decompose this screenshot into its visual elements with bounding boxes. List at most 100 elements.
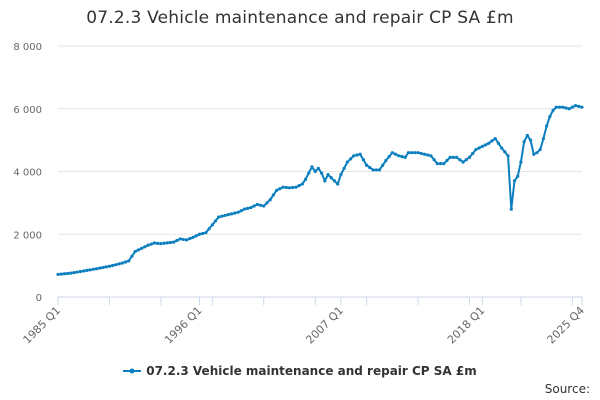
data-point[interactable] [455, 155, 459, 159]
data-point[interactable] [573, 104, 578, 108]
data-point[interactable] [181, 237, 185, 242]
data-point[interactable] [348, 157, 353, 161]
data-point[interactable] [393, 152, 398, 156]
data-point[interactable] [297, 184, 301, 188]
data-point[interactable] [487, 141, 491, 145]
data-point[interactable] [291, 185, 295, 190]
data-point[interactable] [358, 152, 362, 156]
data-point[interactable] [438, 162, 443, 166]
data-point[interactable] [204, 231, 208, 235]
legend-item[interactable]: 07.2.3 Vehicle maintenance and repair CP… [123, 364, 477, 378]
data-point[interactable] [355, 153, 359, 157]
data-point[interactable] [577, 104, 581, 108]
data-point[interactable] [320, 171, 324, 175]
data-point[interactable] [66, 271, 70, 276]
data-point[interactable] [422, 152, 427, 156]
data-point[interactable] [525, 133, 529, 138]
data-point[interactable] [78, 269, 83, 274]
data-point[interactable] [387, 155, 391, 159]
data-point[interactable] [483, 143, 488, 147]
data-point[interactable] [551, 108, 555, 112]
data-point[interactable] [397, 154, 401, 158]
data-point[interactable] [172, 240, 176, 244]
data-point[interactable] [416, 151, 420, 155]
data-point[interactable] [239, 209, 243, 213]
data-point[interactable] [156, 241, 160, 245]
data-point[interactable] [329, 176, 333, 180]
data-point[interactable] [82, 269, 86, 273]
data-point[interactable] [213, 219, 218, 223]
data-point[interactable] [104, 265, 108, 269]
data-point[interactable] [509, 207, 513, 211]
data-point[interactable] [69, 271, 73, 275]
data-point[interactable] [265, 201, 269, 205]
data-point[interactable] [538, 147, 542, 152]
data-point[interactable] [374, 168, 378, 172]
data-point[interactable] [120, 261, 124, 265]
data-point[interactable] [361, 158, 365, 162]
data-point[interactable] [62, 272, 67, 276]
data-point[interactable] [522, 140, 526, 144]
data-point[interactable] [88, 268, 92, 272]
data-point[interactable] [580, 105, 584, 109]
data-point[interactable] [451, 155, 456, 159]
data-point[interactable] [114, 263, 118, 267]
data-point[interactable] [226, 213, 230, 217]
data-point[interactable] [242, 207, 247, 211]
data-point[interactable] [532, 152, 536, 156]
data-point[interactable] [107, 264, 112, 268]
data-point[interactable] [403, 155, 407, 159]
data-point[interactable] [493, 136, 497, 141]
data-point[interactable] [207, 227, 211, 231]
data-point[interactable] [136, 248, 140, 252]
data-point[interactable] [390, 151, 394, 155]
data-point[interactable] [178, 237, 182, 241]
data-point[interactable] [159, 242, 163, 246]
data-point[interactable] [85, 268, 89, 273]
data-point[interactable] [168, 240, 173, 245]
data-point[interactable] [545, 124, 549, 128]
data-point[interactable] [570, 105, 574, 109]
data-point[interactable] [541, 136, 546, 141]
data-point[interactable] [480, 144, 484, 148]
data-point[interactable] [175, 238, 179, 243]
data-point[interactable] [516, 174, 520, 178]
data-point[interactable] [143, 245, 147, 249]
data-point[interactable] [419, 151, 423, 156]
data-point[interactable] [506, 154, 510, 158]
data-point[interactable] [413, 151, 417, 155]
data-point[interactable] [217, 215, 221, 219]
data-point[interactable] [332, 179, 337, 183]
data-point[interactable] [548, 114, 552, 119]
data-point[interactable] [258, 203, 263, 207]
data-point[interactable] [519, 160, 523, 164]
data-point[interactable] [220, 214, 224, 218]
data-point[interactable] [471, 151, 475, 156]
data-point[interactable] [75, 270, 79, 274]
data-point[interactable] [98, 266, 102, 270]
data-point[interactable] [432, 158, 436, 162]
data-point[interactable] [255, 202, 259, 207]
data-point[interactable] [197, 232, 202, 236]
data-point[interactable] [284, 185, 288, 190]
data-point[interactable] [130, 254, 134, 258]
data-point[interactable] [194, 234, 198, 238]
data-point[interactable] [191, 235, 195, 239]
data-point[interactable] [458, 158, 462, 162]
data-point[interactable] [252, 204, 256, 208]
data-point[interactable] [368, 165, 372, 170]
data-point[interactable] [448, 155, 452, 159]
data-point[interactable] [500, 146, 504, 150]
data-point[interactable] [426, 153, 430, 157]
data-point[interactable] [400, 155, 404, 159]
data-point[interactable] [59, 272, 63, 276]
data-point[interactable] [377, 168, 382, 172]
data-point[interactable] [384, 158, 388, 163]
data-point[interactable] [557, 105, 562, 109]
data-point[interactable] [123, 260, 128, 264]
data-point[interactable] [464, 158, 468, 162]
data-point[interactable] [406, 151, 410, 155]
data-point[interactable] [474, 147, 478, 152]
data-point[interactable] [528, 138, 533, 142]
data-point[interactable] [365, 163, 369, 167]
